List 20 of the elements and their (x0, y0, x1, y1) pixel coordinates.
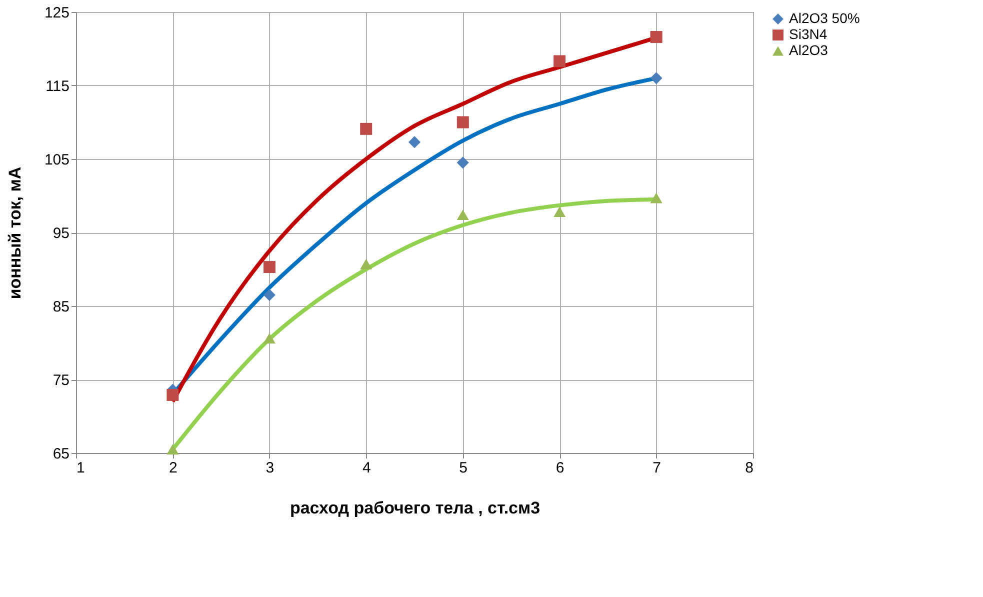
y-tick-label: 125 (44, 4, 70, 22)
x-tick-label: 4 (362, 460, 371, 476)
y-axis-title: ионный ток, мА (5, 166, 24, 300)
y-tick-label: 105 (44, 152, 70, 168)
x-tick-label: 2 (169, 460, 178, 476)
legend-label: Al2O3 (789, 42, 828, 58)
x-tick-label: 7 (652, 460, 661, 476)
y-tick-label: 65 (52, 446, 70, 462)
legend-label: Si3N4 (789, 26, 828, 42)
y-tick-label: 85 (52, 298, 70, 316)
x-axis-title: расход рабочего тела , ст.см3 (290, 498, 540, 518)
y-tick-label: 95 (52, 225, 70, 242)
x-tick-label: 8 (745, 460, 754, 476)
x-tick-label: 5 (459, 460, 468, 476)
legend-label: Al2O3 50% (789, 10, 860, 26)
x-tick-label: 3 (266, 460, 274, 476)
y-tick-label: 115 (46, 78, 70, 95)
x-tick-label: 6 (556, 460, 564, 476)
x-tick-label: 1 (76, 460, 85, 476)
y-tick-label: 75 (52, 372, 70, 389)
